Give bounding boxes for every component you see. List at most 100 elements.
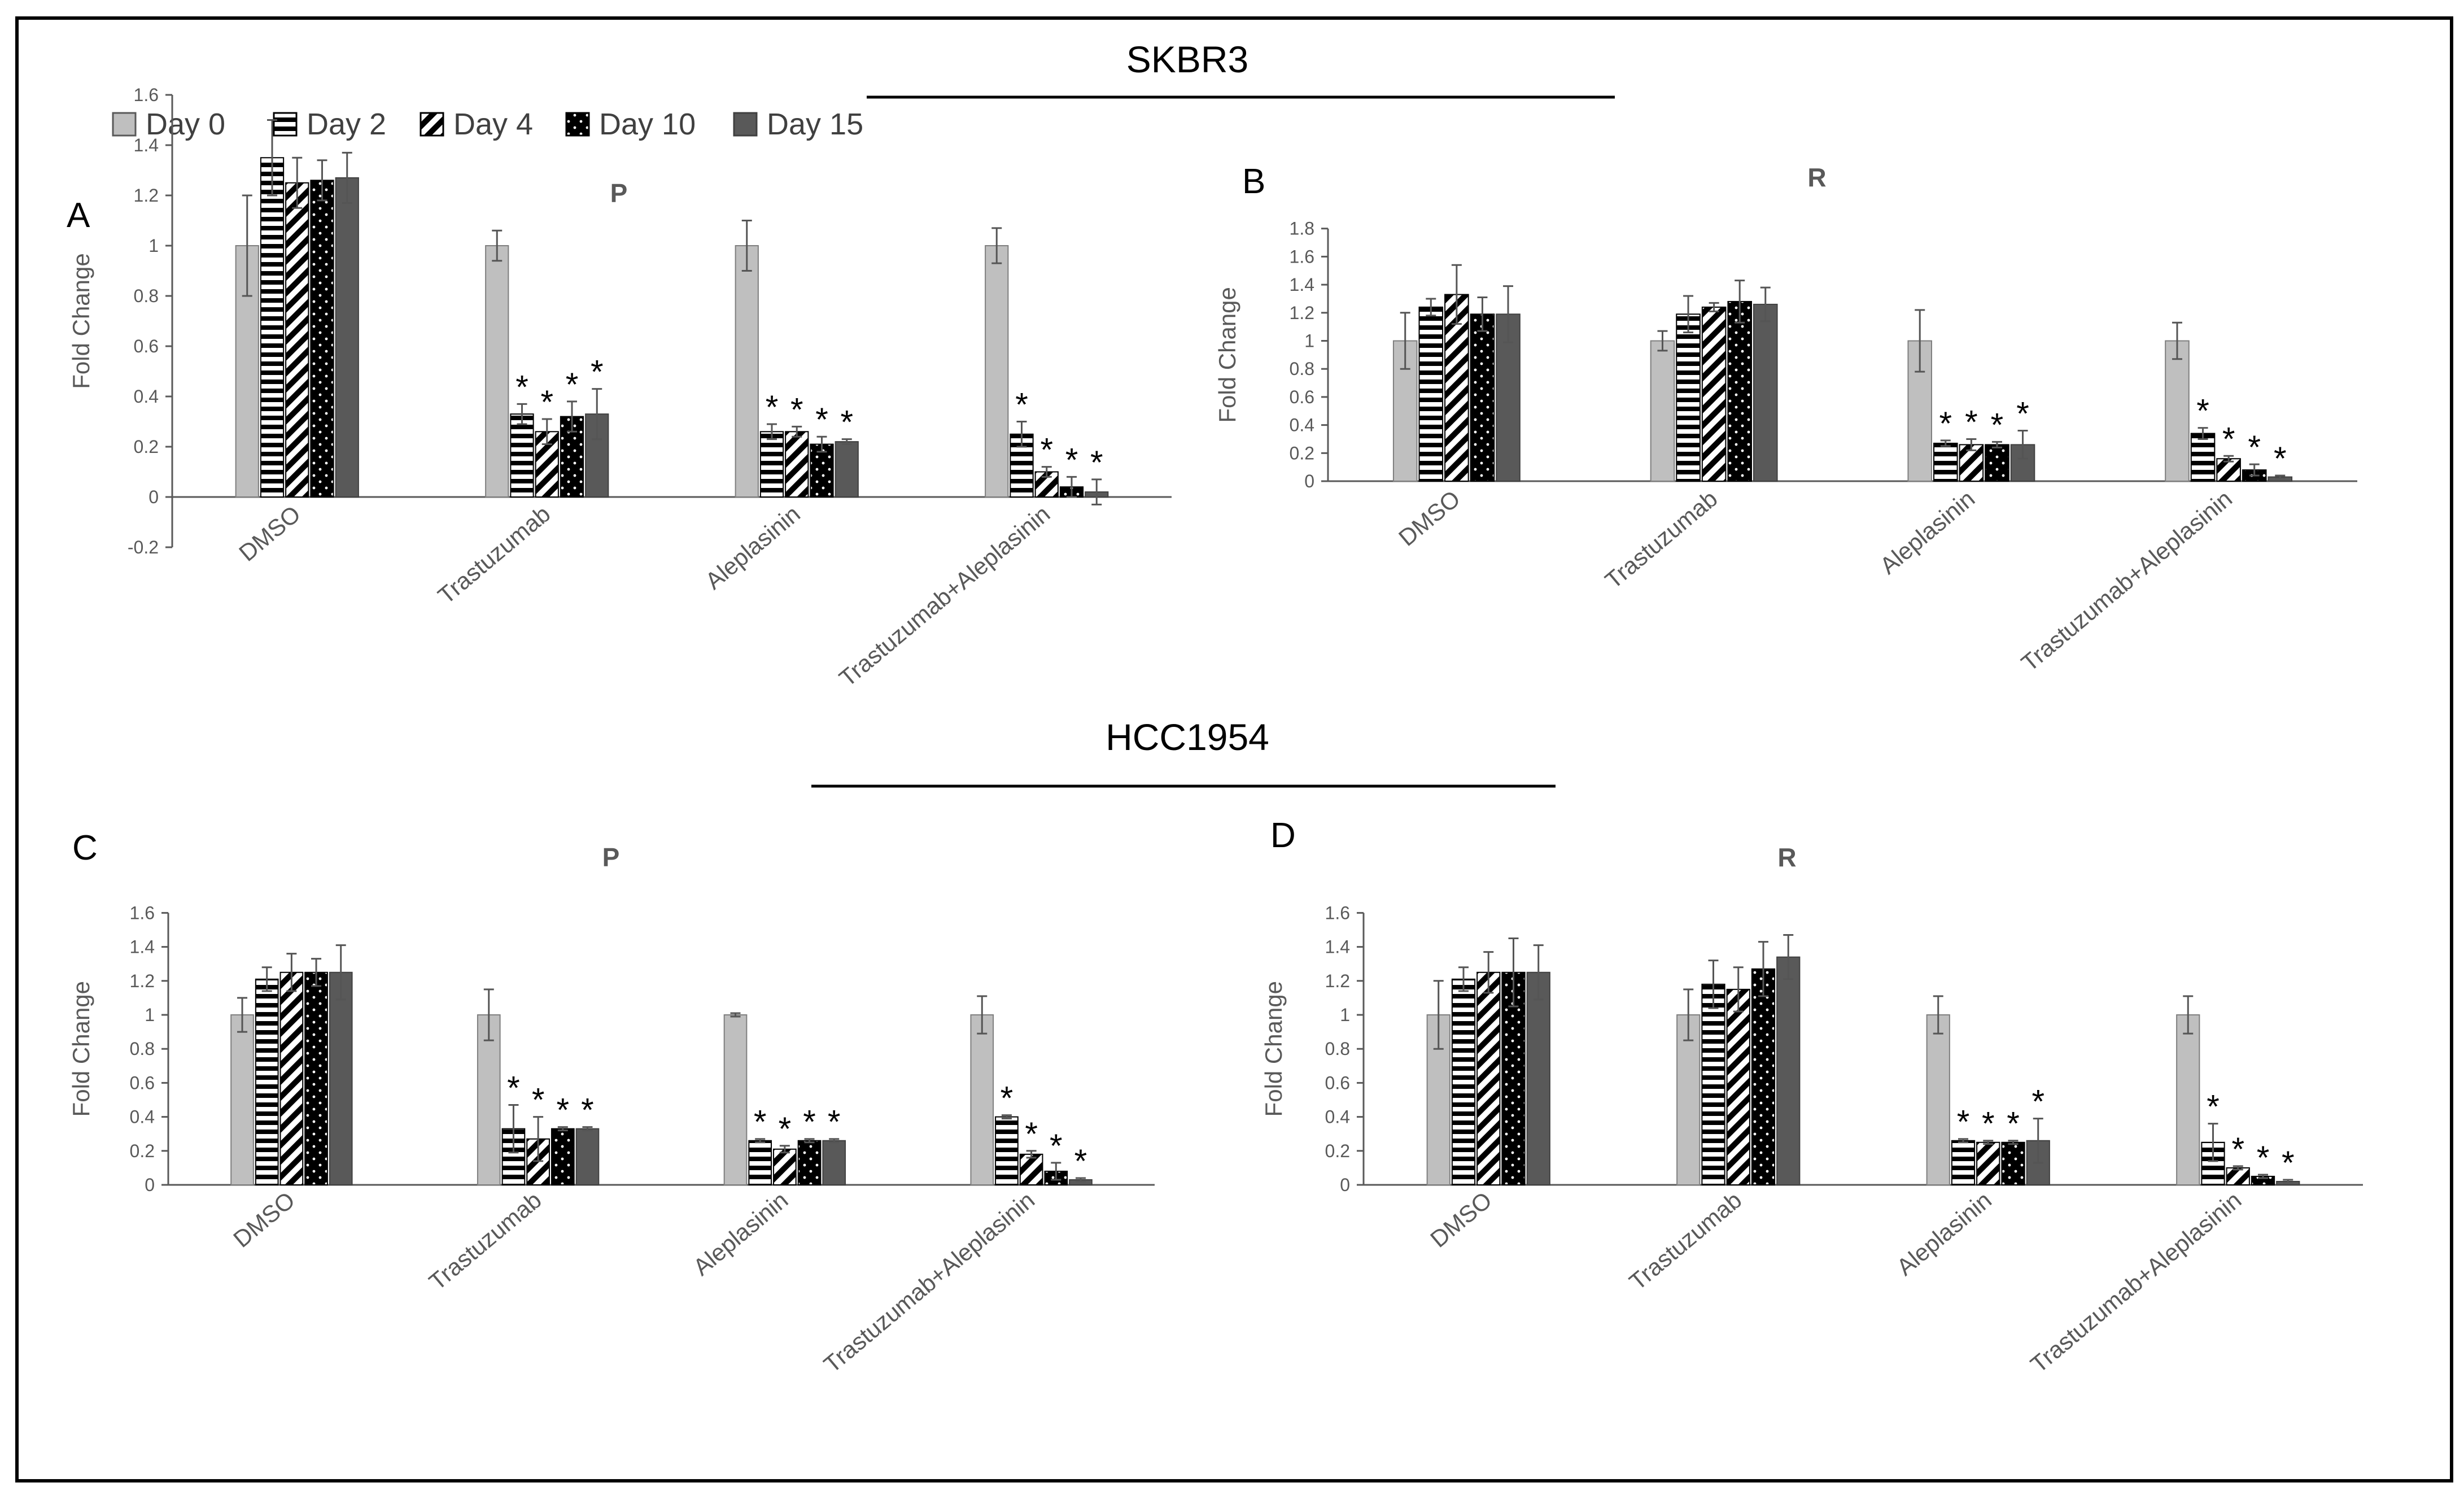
bar-trastuzumab-aleplasinin-day-2 — [995, 1116, 1019, 1185]
legend-swatch-day10 — [565, 112, 590, 137]
bar-dmso-day-15 — [335, 177, 359, 498]
bar-dmso-day-2 — [1418, 306, 1444, 482]
y-tick-label: 1.2 — [134, 185, 159, 206]
bar-trastuzumab-aleplasinin-day-4 — [2216, 458, 2241, 482]
y-tick-label: 1 — [1340, 1005, 1350, 1025]
y-tick-label: 0.2 — [130, 1141, 155, 1161]
y-tick-label: 0 — [145, 1175, 155, 1195]
significance-asterisk: * — [581, 1092, 594, 1129]
y-axis-label: Fold Change — [68, 253, 94, 389]
bar-aleplasinin-day-10 — [810, 443, 834, 498]
significance-asterisk: * — [507, 1070, 520, 1107]
bar-aleplasinin-day-4 — [785, 431, 809, 498]
panel-letter: D — [1270, 816, 1296, 855]
y-tick-label: 1.6 — [1290, 246, 1314, 267]
y-tick-label: 0.2 — [1290, 443, 1314, 463]
y-tick-label: 0.8 — [1290, 359, 1314, 379]
y-tick-label: 1 — [148, 236, 159, 256]
bar-trastuzumab-day-15 — [1753, 303, 1778, 482]
bar-trastuzumab-aleplasinin-day-2 — [2190, 433, 2216, 482]
significance-asterisk: * — [815, 402, 828, 438]
y-tick-label: 0.4 — [130, 1107, 155, 1127]
significance-asterisk: * — [2222, 421, 2235, 457]
significance-asterisk: * — [1065, 442, 1078, 478]
bar-aleplasinin-day-0 — [1926, 1014, 1950, 1185]
y-tick-label: 0.4 — [134, 386, 159, 407]
legend-label-day15: Day 15 — [767, 107, 863, 141]
significance-asterisk: * — [2282, 1145, 2295, 1181]
bar-dmso-day-0 — [235, 245, 259, 498]
y-tick-label: 1 — [145, 1005, 155, 1025]
y-tick-label: 0.8 — [1325, 1039, 1350, 1059]
significance-asterisk: * — [1040, 432, 1053, 469]
significance-asterisk: * — [2007, 1106, 2020, 1143]
panel-letter: B — [1242, 162, 1265, 201]
bar-trastuzumab-aleplasinin-day-0 — [985, 245, 1009, 498]
bar-trastuzumab-day-10 — [551, 1128, 575, 1186]
significance-asterisk: * — [1025, 1116, 1038, 1153]
y-axis-label: Fold Change — [1260, 981, 1287, 1117]
bar-aleplasinin-day-10 — [797, 1140, 822, 1185]
significance-asterisk: * — [1050, 1128, 1063, 1165]
bar-dmso-day-4 — [1476, 971, 1501, 1185]
significance-asterisk: * — [1015, 387, 1028, 424]
significance-asterisk: * — [790, 391, 803, 428]
significance-asterisk: * — [2196, 393, 2209, 430]
legend-swatch-day15 — [733, 112, 758, 137]
y-axis-label: Fold Change — [1214, 287, 1240, 423]
y-tick-label: 0.4 — [1290, 415, 1314, 435]
bar-dmso-day-10 — [310, 180, 334, 498]
y-tick-label: 1.6 — [1325, 902, 1350, 923]
significance-asterisk: * — [2016, 396, 2029, 433]
y-tick-label: 0.4 — [1325, 1107, 1350, 1127]
significance-asterisk: * — [1090, 444, 1103, 481]
significance-asterisk: * — [2248, 429, 2261, 466]
bar-aleplasinin-day-2 — [1933, 442, 1958, 482]
significance-asterisk: * — [754, 1104, 767, 1141]
bar-trastuzumab-day-2 — [1676, 313, 1701, 482]
y-tick-label: 1 — [1304, 331, 1314, 351]
significance-asterisk: * — [2032, 1084, 2044, 1120]
significance-asterisk: * — [2231, 1131, 2244, 1168]
legend-label-day0: Day 0 — [146, 107, 225, 141]
significance-asterisk: * — [803, 1104, 816, 1141]
bar-trastuzumab-aleplasinin-day-0 — [2176, 1014, 2200, 1185]
figure-border — [15, 16, 2453, 1482]
bar-dmso-day-10 — [304, 971, 328, 1185]
bar-aleplasinin-day-2 — [759, 431, 784, 498]
significance-asterisk: * — [557, 1092, 570, 1129]
bar-dmso-day-0 — [230, 1014, 254, 1185]
bar-trastuzumab-day-2 — [510, 413, 534, 498]
panel-letter: A — [67, 196, 90, 235]
significance-asterisk: * — [1939, 405, 1952, 442]
bar-trastuzumab-day-4 — [1726, 988, 1750, 1185]
significance-asterisk: * — [515, 369, 528, 405]
bar-aleplasinin-day-10 — [1985, 444, 2009, 482]
significance-asterisk: * — [779, 1111, 792, 1148]
bar-aleplasinin-day-15 — [835, 441, 859, 498]
panel-title: R — [1777, 843, 1796, 872]
panel-letter: C — [72, 829, 98, 867]
legend: Day 0 Day 2 Day 4 Day 10 Day 15 — [112, 107, 863, 141]
section-title-skbr3: SKBR3 — [1126, 38, 1248, 80]
y-tick-label: 0.6 — [1325, 1072, 1350, 1093]
y-tick-label: -0.2 — [128, 537, 159, 557]
bar-aleplasinin-day-15 — [822, 1140, 846, 1185]
significance-asterisk: * — [2207, 1089, 2220, 1126]
y-tick-label: 1.2 — [1325, 971, 1350, 991]
bar-aleplasinin-day-0 — [735, 245, 759, 498]
bar-aleplasinin-day-2 — [1951, 1140, 1976, 1185]
bar-trastuzumab-day-15 — [1776, 956, 1801, 1186]
legend-swatch-day0 — [112, 112, 137, 137]
significance-asterisk: * — [840, 404, 853, 441]
bar-trastuzumab-aleplasinin-day-4 — [1019, 1153, 1043, 1185]
bar-trastuzumab-day-10 — [1751, 968, 1776, 1185]
significance-asterisk: * — [540, 384, 553, 421]
panel-title: P — [610, 178, 628, 208]
bar-aleplasinin-day-4 — [1976, 1141, 2000, 1185]
significance-asterisk: * — [566, 367, 579, 403]
significance-asterisk: * — [766, 389, 779, 426]
y-tick-label: 1.6 — [130, 902, 155, 923]
panel-title: R — [1807, 163, 1826, 192]
y-tick-label: 0 — [1304, 471, 1314, 491]
